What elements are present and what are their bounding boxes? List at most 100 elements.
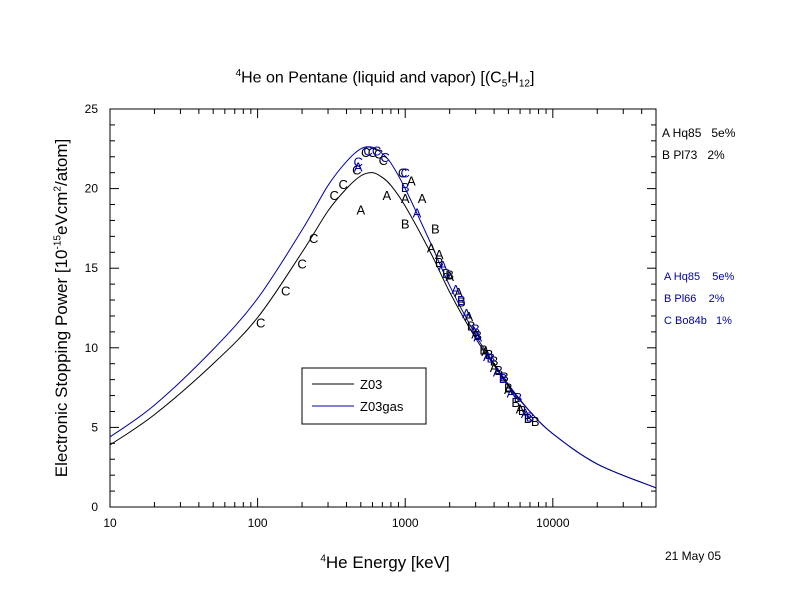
data-point-a: A <box>401 191 410 206</box>
data-point-a: A <box>481 344 490 359</box>
data-point-b: B <box>499 371 508 386</box>
data-point-b: B <box>518 403 527 418</box>
data-point-a: A <box>493 365 502 380</box>
chart-title: 4He on Pentane (liquid and vapor) [(C5H1… <box>0 68 770 90</box>
data-point-c: C <box>379 153 388 168</box>
data-point-a: A <box>507 385 516 400</box>
x-tick-label: 100 <box>248 516 268 530</box>
data-point-b: B <box>467 319 476 334</box>
series-line-z03 <box>109 172 657 489</box>
data-point-a: A <box>354 159 363 174</box>
xlabel-sup: 4 <box>320 553 326 565</box>
data-point-b: B <box>435 255 444 270</box>
y-tick-label: 15 <box>85 261 99 275</box>
data-point-c: C <box>398 166 407 181</box>
data-point-b: B <box>485 347 494 362</box>
data-point-b: B <box>526 409 535 424</box>
data-point-b: B <box>511 395 520 410</box>
data-point-c: C <box>401 166 410 181</box>
data-point-c: C <box>281 283 290 298</box>
data-point-c: C <box>374 147 383 162</box>
data-point-b: B <box>514 390 523 405</box>
data-point-c: C <box>353 155 362 170</box>
data-point-a: A <box>356 202 365 217</box>
data-point-a: A <box>504 382 513 397</box>
side-legend-black-item: A Hq85 5e% <box>662 126 736 140</box>
title-sub2: 12 <box>518 78 530 90</box>
data-point-a: A <box>413 205 422 220</box>
data-point-a: A <box>454 285 463 300</box>
data-point-a: A <box>435 247 444 262</box>
side-legend-blue: A Hq85 5e% B Pl66 2% C Bo84b 1% <box>664 266 734 332</box>
legend-box <box>301 367 427 425</box>
y-axis-label: Electronic Stopping Power [10-15eVcm2/at… <box>52 139 72 477</box>
data-point-a: A <box>427 241 436 256</box>
data-point-a: A <box>439 258 448 273</box>
data-point-a: A <box>473 330 482 345</box>
data-point-b: B <box>479 342 488 357</box>
side-legend-blue-item: A Hq85 5e% <box>664 271 735 283</box>
plot-frame <box>109 108 657 508</box>
data-point-b: B <box>401 180 410 195</box>
ylabel-post: /atom] <box>52 138 71 187</box>
y-tick-label: 20 <box>85 182 99 196</box>
title-sub1: 5 <box>501 78 508 90</box>
data-point-a: A <box>516 401 525 416</box>
data-point-b: B <box>524 411 533 426</box>
legend-label: Z03gas <box>360 399 404 414</box>
data-point-a: A <box>462 306 471 321</box>
data-point-b: B <box>486 350 495 365</box>
data-point-c: C <box>363 143 372 158</box>
data-point-a: A <box>471 326 480 341</box>
data-point-b: B <box>457 293 466 308</box>
data-point-b: B <box>494 363 503 378</box>
title-sup: 4 <box>235 68 242 79</box>
x-tick-label: 1000 <box>392 516 419 530</box>
side-legend-blue-item: C Bo84b 1% <box>664 315 732 327</box>
data-point-c: C <box>352 162 361 177</box>
title-post: ] <box>529 69 535 87</box>
x-axis-label: 4He Energy [keV] <box>0 553 770 573</box>
title-pre: He on Pentane (liquid and vapor) [(C <box>241 69 502 87</box>
data-point-c: C <box>372 143 381 158</box>
data-point-a: A <box>451 282 460 297</box>
x-tick-label: 10 <box>103 516 117 530</box>
data-point-a: A <box>483 349 492 364</box>
ylabel-sup1: -15 <box>52 235 64 250</box>
data-point-c: C <box>329 188 338 203</box>
data-point-c: C <box>297 256 306 271</box>
data-point-a: A <box>418 191 427 206</box>
xlabel-text: He Energy [keV] <box>325 553 450 572</box>
data-point-c: C <box>368 145 377 160</box>
data-point-b: B <box>504 381 513 396</box>
data-point-a: A <box>407 174 416 189</box>
data-point-b: B <box>445 268 454 283</box>
data-point-a: A <box>382 188 391 203</box>
data-point-b: B <box>401 217 410 232</box>
data-point-c: C <box>309 231 318 246</box>
y-tick-label: 5 <box>91 420 98 434</box>
y-tick-label: 10 <box>85 341 99 355</box>
legend-label: Z03 <box>360 377 382 392</box>
date-stamp: 21 May 05 <box>665 549 722 563</box>
data-point-a: A <box>490 360 499 375</box>
data-point-b: B <box>442 266 451 281</box>
ylabel-sup2: 2 <box>52 186 64 192</box>
data-point-a: A <box>445 269 454 284</box>
series-line-z03gas <box>109 146 657 489</box>
data-point-a: A <box>465 309 474 324</box>
data-point-b: B <box>490 354 499 369</box>
data-point-b: B <box>457 295 466 310</box>
data-point-c: C <box>380 150 389 165</box>
data-point-b: B <box>473 328 482 343</box>
side-legend-black-item: B Pl73 2% <box>662 148 725 162</box>
data-point-c: C <box>256 315 265 330</box>
side-legend-black: A Hq85 5e% B Pl73 2% <box>662 122 735 166</box>
y-tick-label: 0 <box>91 500 98 514</box>
data-point-b: B <box>531 414 540 429</box>
title-mid: H <box>507 69 519 87</box>
ylabel-pre: Electronic Stopping Power [10 <box>52 249 71 478</box>
side-legend-blue-item: B Pl66 2% <box>664 293 725 305</box>
y-tick-label: 25 <box>85 102 99 116</box>
